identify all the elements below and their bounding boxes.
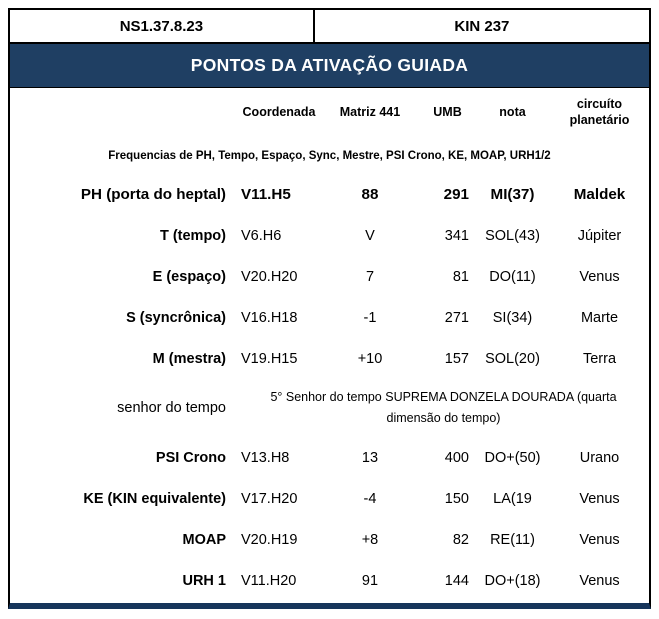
top-header-row: NS1.37.8.23 KIN 237 <box>10 10 649 44</box>
cell-umb: 400 <box>444 449 469 466</box>
cell-umb: 150 <box>444 490 469 507</box>
cell-umb: 291 <box>443 186 469 203</box>
row-label: E (espaço) <box>152 268 226 285</box>
cell-circuito: Marte <box>580 309 619 326</box>
cell-circuito: Venus <box>579 531 620 548</box>
cell-coordenada: V19.H15 <box>241 350 298 367</box>
cell-matriz: 88 <box>361 186 379 203</box>
title-bar: PONTOS DA ATIVAÇÃO GUIADA <box>10 44 649 88</box>
row-label: S (syncrônica) <box>126 309 226 326</box>
cell-coordenada: V11.H20 <box>241 572 297 589</box>
col-header-circuito-line2: planetário <box>569 113 630 127</box>
col-header-empty <box>10 88 238 138</box>
cell-circuito: Terra <box>582 350 617 367</box>
col-header-coordenada: Coordenada <box>242 105 316 120</box>
cell-umb: 341 <box>444 227 469 244</box>
cell-matriz: +10 <box>357 350 383 367</box>
cell-coordenada: V11.H5 <box>241 186 291 203</box>
cell-umb: 81 <box>452 268 469 285</box>
page-title: PONTOS DA ATIVAÇÃO GUIADA <box>190 55 469 75</box>
cell-matriz: -4 <box>363 490 377 507</box>
row-label: MOAP <box>182 531 227 548</box>
cell-nota: MI(37) <box>490 186 535 203</box>
cell-circuito: Maldek <box>573 186 626 203</box>
cell-matriz: 13 <box>361 449 379 466</box>
cell-matriz: 91 <box>361 572 379 589</box>
row-label: PH (porta do heptal) <box>80 186 226 203</box>
col-header-circuito: circuíto planetário <box>550 88 649 138</box>
cell-umb: 144 <box>444 572 469 589</box>
cell-matriz: -1 <box>363 309 377 326</box>
row-label: PSI Crono <box>155 449 226 466</box>
cell-umb: 157 <box>444 350 469 367</box>
cell-circuito: Júpiter <box>577 227 622 244</box>
row-label: T (tempo) <box>159 227 226 244</box>
cell-nota: DO(11) <box>489 268 536 285</box>
cell-coordenada: V6.H6 <box>241 227 282 244</box>
cell-coordenada: V13.H8 <box>241 449 290 466</box>
col-header-matriz: Matriz 441 <box>339 105 401 120</box>
timestamp-cell: NS1.37.8.23 <box>10 10 315 42</box>
cell-matriz: V <box>365 227 375 244</box>
data-table: Coordenada Matriz 441 UMB nota circuíto … <box>10 88 649 601</box>
cell-coordenada: V20.H19 <box>241 531 298 548</box>
cell-umb: 82 <box>452 531 469 548</box>
cell-senhor-do-tempo-description: 5° Senhor do tempo SUPREMA DONZELA DOURA… <box>270 390 617 425</box>
cell-nota: RE(11) <box>490 531 535 548</box>
cell-coordenada: V17.H20 <box>241 490 298 507</box>
cell-umb: 271 <box>444 309 469 326</box>
col-header-nota: nota <box>499 105 526 120</box>
cell-nota: LA(19 <box>493 490 532 507</box>
cell-circuito: Venus <box>579 572 620 589</box>
cell-circuito: Venus <box>579 490 620 507</box>
col-header-circuito-line1: circuíto <box>576 97 623 112</box>
cell-nota: DO+(18) <box>484 572 541 589</box>
kin-cell: KIN 237 <box>454 17 510 35</box>
cell-matriz: 7 <box>365 268 375 285</box>
row-label: KE (KIN equivalente) <box>83 490 226 507</box>
cell-nota: SOL(20) <box>485 350 540 367</box>
cell-matriz: +8 <box>361 531 379 548</box>
table-frame: NS1.37.8.23 KIN 237 PONTOS DA ATIVAÇÃO G… <box>8 8 651 609</box>
col-header-umb: UMB <box>433 105 462 120</box>
cell-coordenada: V20.H20 <box>241 268 298 285</box>
row-label: senhor do tempo <box>117 400 226 416</box>
row-label: URH 1 <box>182 572 226 589</box>
row-label: M (mestra) <box>152 350 226 367</box>
frequencies-subtitle: Frequencias de PH, Tempo, Espaço, Sync, … <box>108 150 551 162</box>
cell-coordenada: V16.H18 <box>241 309 298 326</box>
cell-nota: SOL(43) <box>485 227 540 244</box>
cell-circuito: Urano <box>579 449 620 466</box>
cell-nota: SI(34) <box>492 309 533 326</box>
cell-circuito: Venus <box>579 268 620 285</box>
cell-nota: DO+(50) <box>484 449 541 466</box>
